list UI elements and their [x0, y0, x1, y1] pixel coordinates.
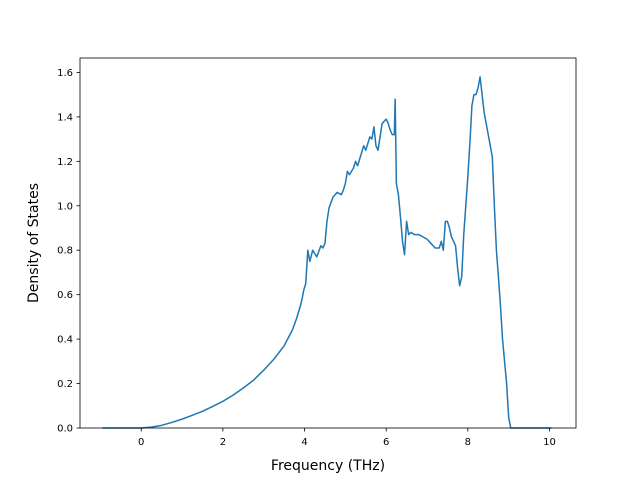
y-tick-label: 1.2 — [57, 157, 73, 168]
y-tick-label: 1.6 — [57, 68, 73, 79]
y-tick-label: 0.8 — [57, 246, 73, 257]
x-tick-label: 6 — [383, 437, 389, 448]
y-tick-label: 0.0 — [57, 424, 73, 435]
plot-frame — [79, 57, 577, 429]
y-tick-label: 1.0 — [57, 201, 73, 212]
y-tick-label: 1.4 — [57, 112, 73, 123]
y-axis-label: Density of States — [26, 183, 42, 303]
x-tick-label: 10 — [543, 437, 556, 448]
y-tick-label: 0.4 — [57, 335, 73, 346]
x-tick-label: 2 — [220, 437, 226, 448]
x-axis-label: Frequency (THz) — [271, 458, 385, 474]
y-tick-label: 0.6 — [57, 290, 73, 301]
x-tick-label: 4 — [301, 437, 307, 448]
y-axis-ticks: 0.0 0.2 0.4 0.6 0.8 1.0 1.2 1.4 1.6 — [57, 68, 80, 435]
x-tick-label: 8 — [465, 437, 471, 448]
plot-area — [102, 76, 552, 429]
x-axis-ticks: 0 2 4 6 8 10 — [138, 428, 556, 448]
y-tick-label: 0.2 — [57, 379, 73, 390]
dos-line-series — [102, 76, 552, 429]
x-tick-label: 0 — [138, 437, 144, 448]
